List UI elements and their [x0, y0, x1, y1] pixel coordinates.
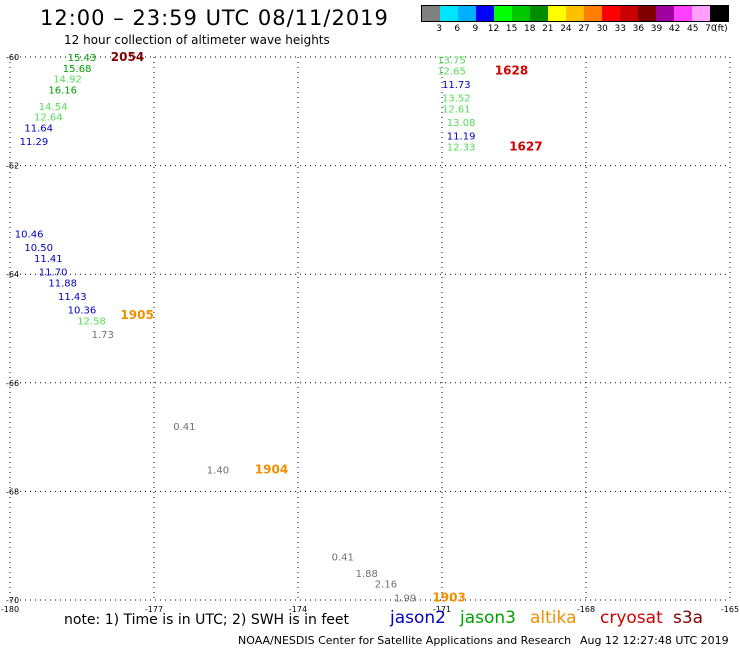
legend-jason3: jason3	[460, 608, 516, 628]
wave-height-label: 11.19	[447, 132, 476, 143]
wave-height-label: 11.43	[58, 292, 87, 303]
color-scale-label: 6	[454, 24, 461, 34]
wave-height-label: 1.73	[92, 330, 114, 341]
wave-height-label: 11.41	[34, 254, 63, 265]
time-label: 1905	[120, 308, 153, 322]
lat-tick-label: -70	[6, 596, 19, 605]
color-swatch	[476, 6, 494, 21]
wave-height-label: 10.46	[15, 229, 44, 240]
lat-tick-label: -68	[6, 487, 19, 496]
color-swatch	[530, 6, 548, 21]
color-scale-label: 39	[650, 24, 663, 34]
lon-tick-label: -168	[577, 605, 595, 614]
wave-height-label: 10.36	[68, 305, 97, 316]
wave-height-label: 12.33	[447, 143, 476, 154]
lat-tick-label: -66	[6, 379, 19, 388]
color-scale-label: 18	[523, 24, 536, 34]
legend-cryosat: cryosat	[600, 608, 663, 628]
color-scale-label: 36	[632, 24, 645, 34]
color-scale-label: 33	[614, 24, 627, 34]
wave-height-label: 2.16	[375, 580, 397, 591]
time-label: 2054	[111, 50, 144, 64]
color-swatch	[692, 6, 710, 21]
color-scale-label: 12	[487, 24, 500, 34]
wave-height-label: 14.54	[39, 102, 68, 113]
color-swatch	[602, 6, 620, 21]
wave-height-label: 1.40	[207, 466, 229, 477]
color-swatch	[422, 6, 440, 21]
lon-tick-label: -177	[145, 605, 163, 614]
wave-height-label: 12.58	[77, 316, 106, 327]
color-swatch	[494, 6, 512, 21]
color-swatch	[710, 6, 728, 21]
wave-height-label: 11.73	[442, 80, 471, 91]
wave-height-label: 13.75	[437, 56, 466, 67]
legend-altika: altika	[530, 608, 577, 628]
lat-tick-label: -64	[6, 270, 19, 279]
lon-tick-label: -180	[1, 605, 19, 614]
color-scale-label: 24	[560, 24, 572, 34]
wave-height-label: 16.16	[48, 86, 77, 97]
wave-height-label: 0.41	[173, 422, 195, 433]
map-plot: -180 -177 -174 -171 -168 -165 -60 -62 -64 -66 -68 -…	[1, 50, 739, 614]
color-scale-label: 30	[596, 24, 608, 34]
lat-tick-label: -60	[6, 53, 19, 62]
time-label: 1904	[255, 463, 288, 477]
color-scale-labels: 3 6 9 12 15 18 21 24 27 30 33 36 39 42 45 70 (ft)	[421, 22, 729, 36]
wave-height-label: 11.29	[20, 137, 49, 148]
color-swatch	[584, 6, 602, 21]
wave-height-label: 13.52	[442, 94, 471, 105]
wave-height-label: 15.43	[68, 53, 97, 64]
chart-title: 12:00 – 23:59 UTC 08/11/2019	[40, 6, 389, 30]
wave-height-label: 12.64	[34, 113, 63, 124]
color-scale: 3 6 9 12 15 18 21 24 27 30 33 36 39 42 45 70 (ft)	[421, 5, 729, 36]
legend-jason2: jason2	[390, 608, 446, 628]
wave-height-label: 14.92	[53, 75, 82, 86]
color-scale-label: 3	[436, 24, 442, 34]
color-swatch	[656, 6, 674, 21]
wave-height-label: 1.88	[356, 569, 378, 580]
lon-tick-label: -171	[433, 605, 451, 614]
time-label: 1627	[509, 140, 542, 154]
wave-height-label: 10.50	[24, 243, 53, 254]
color-scale-label: 70	[705, 24, 717, 34]
time-label: 1628	[495, 64, 528, 78]
color-swatch	[458, 6, 476, 21]
wave-height-label: 13.08	[447, 118, 476, 129]
color-swatch	[674, 6, 692, 21]
color-swatch	[566, 6, 584, 21]
color-swatch	[620, 6, 638, 21]
wave-height-label: 15.68	[63, 64, 92, 75]
color-scale-label: 27	[578, 24, 590, 34]
lon-tick-label: -165	[721, 605, 739, 614]
wave-height-label: 12.65	[437, 67, 466, 78]
footer-note: note: 1) Time is in UTC; 2) SWH is in fe…	[64, 612, 350, 628]
color-swatch	[440, 6, 458, 21]
color-swatch	[548, 6, 566, 21]
credit-text: NOAA/NESDIS Center for Satellite Applica…	[238, 634, 572, 647]
color-scale-label: 21	[542, 24, 554, 34]
wave-height-label: 11.88	[48, 278, 77, 289]
color-scale-label: 15	[505, 24, 518, 34]
wave-height-label: 0.41	[332, 553, 354, 564]
wave-height-label: 12.61	[442, 105, 471, 116]
lat-tick-label: -62	[6, 162, 19, 171]
timestamp-text: Aug 12 12:27:48 UTC 2019	[580, 634, 729, 647]
legend-s3a: s3a	[673, 608, 704, 628]
map-svg: -180 -177 -174 -171 -168 -165 -60 -62 -64 -66 -68 -…	[1, 50, 739, 614]
wave-height-label: 1.99	[394, 593, 416, 604]
lon-tick-label: -174	[289, 605, 307, 614]
color-scale-label: 45	[687, 24, 699, 34]
color-scale-label: 42	[668, 24, 681, 34]
time-label: 1903	[432, 590, 465, 604]
color-swatch	[638, 6, 656, 21]
color-swatch	[512, 6, 530, 21]
chart-subtitle: 12 hour collection of altimeter wave hei…	[64, 33, 330, 47]
color-scale-label: (ft)	[714, 24, 728, 34]
color-scale-label: 9	[472, 24, 479, 34]
wave-height-label: 11.70	[39, 267, 68, 278]
wave-height-label: 11.64	[24, 124, 53, 135]
color-scale-swatches	[421, 5, 729, 22]
